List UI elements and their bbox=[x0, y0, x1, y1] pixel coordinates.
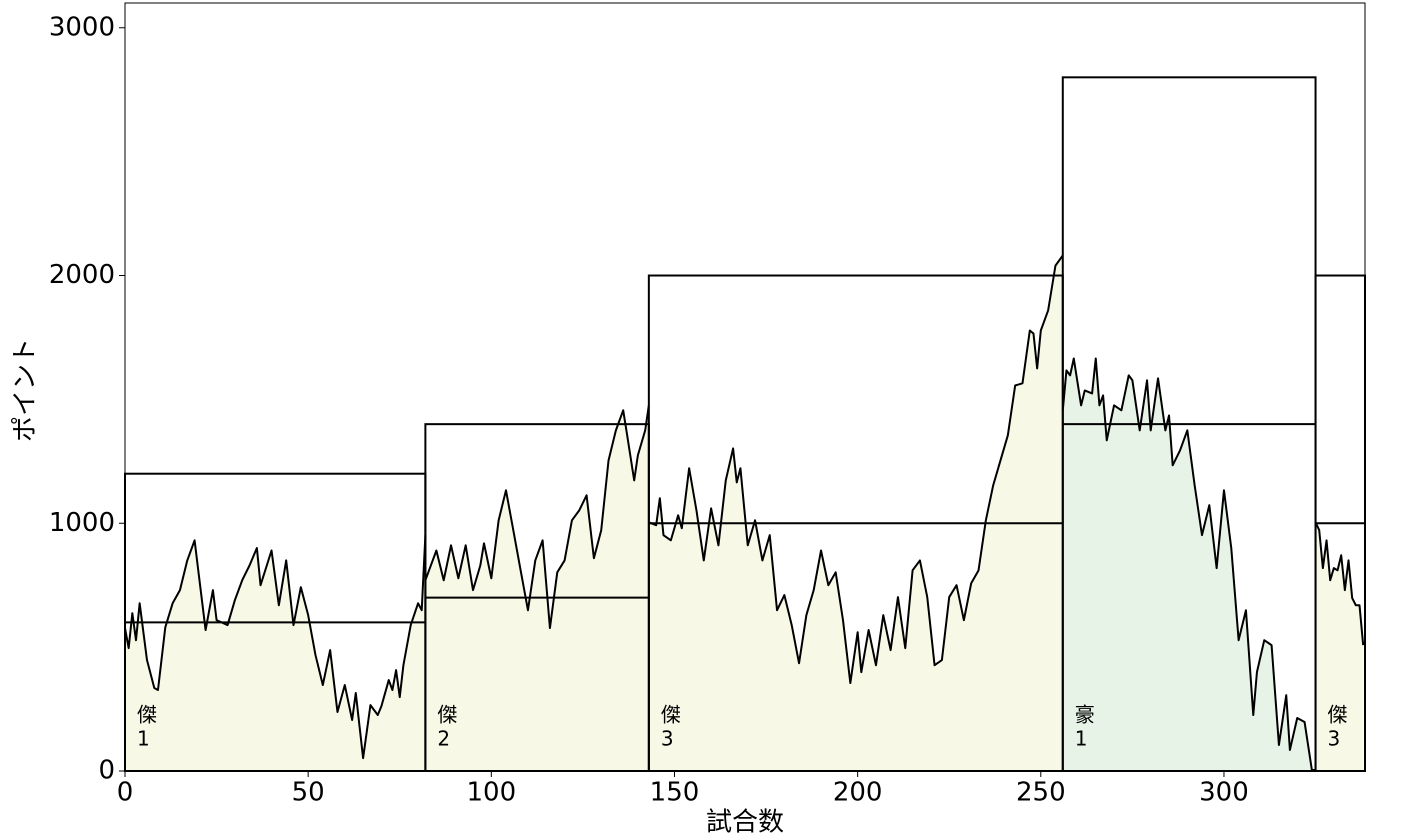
y-tick-label: 2000 bbox=[49, 260, 115, 290]
rank-label: 傑 bbox=[1328, 703, 1348, 727]
x-tick-label: 0 bbox=[117, 778, 134, 808]
x-tick-label: 150 bbox=[650, 778, 700, 808]
x-axis-label: 試合数 bbox=[706, 808, 784, 838]
x-tick-label: 250 bbox=[1016, 778, 1066, 808]
rank-level: 1 bbox=[1075, 727, 1088, 751]
rank-label: 傑 bbox=[137, 703, 157, 727]
point-line bbox=[424, 405, 650, 630]
plot-frame bbox=[124, 2, 1366, 772]
point-line bbox=[124, 535, 427, 760]
rank-label: 傑 bbox=[661, 703, 681, 727]
rank-label: 傑 bbox=[437, 703, 457, 727]
area-fill bbox=[648, 255, 1063, 771]
x-tick-label: 100 bbox=[467, 778, 517, 808]
point-line bbox=[1061, 357, 1316, 772]
y-tick-label: 3000 bbox=[49, 12, 115, 42]
area-fill bbox=[1315, 522, 1364, 771]
y-axis-label: ポイント bbox=[11, 338, 41, 442]
rank-label: 豪 bbox=[1075, 703, 1095, 727]
rank-level: 2 bbox=[437, 727, 450, 751]
area-fill bbox=[425, 405, 649, 771]
point-line bbox=[648, 254, 1064, 685]
x-tick-label: 200 bbox=[833, 778, 883, 808]
point-line bbox=[1314, 521, 1365, 646]
y-tick-label: 1000 bbox=[49, 508, 115, 538]
rank-level: 1 bbox=[137, 727, 150, 751]
x-tick-label: 50 bbox=[292, 778, 325, 808]
rank-level: 3 bbox=[661, 727, 674, 751]
area-fill bbox=[1062, 358, 1316, 771]
x-tick-label: 300 bbox=[1199, 778, 1249, 808]
y-tick-label: 0 bbox=[98, 756, 115, 786]
rank-level: 3 bbox=[1328, 727, 1341, 751]
